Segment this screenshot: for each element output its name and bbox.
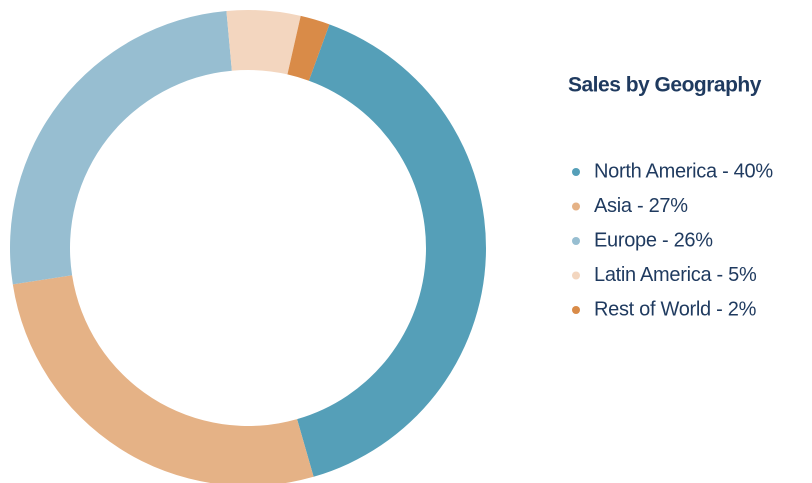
legend-marker [572,202,580,211]
legend-text: North America - 40% [594,160,773,182]
legend-text: Asia - 27% [594,195,688,217]
legend-text: Latin America - 5% [594,264,757,286]
legend-marker [572,168,580,176]
legend-marker [572,237,580,245]
donut-slice [226,9,301,75]
donut-slice [10,10,232,285]
legend-marker [572,271,580,280]
legend-text: Rest of World - 2% [594,298,757,320]
donut-slice [287,15,330,81]
donut-slice [12,275,314,483]
donut-slice [297,24,486,477]
chart-title: Sales by Geography [568,74,762,97]
legend-text: Europe - 26% [594,229,713,251]
legend-marker [572,306,580,314]
